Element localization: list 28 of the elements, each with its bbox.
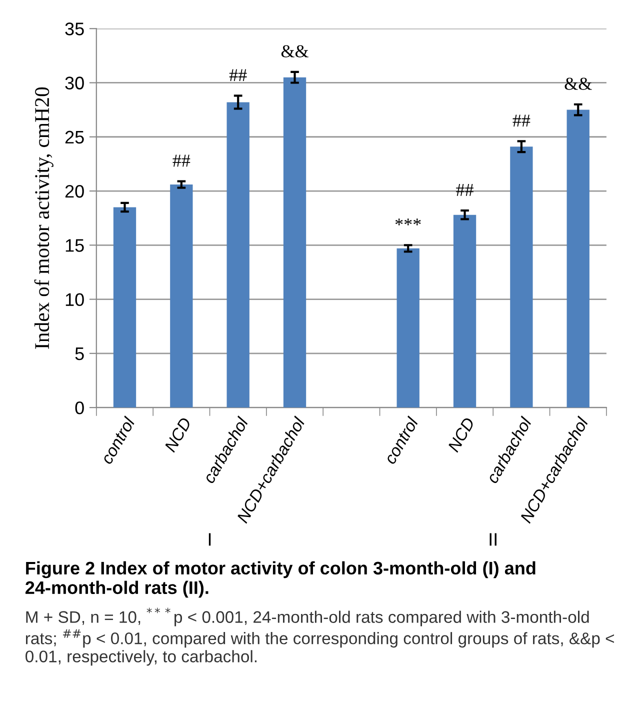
bar [170,184,193,408]
y-tick-label: 0 [75,401,84,414]
data-label: ## [172,154,190,167]
bar [566,110,590,408]
y-tick-label: 10 [66,293,84,306]
y-tick-label: 35 [65,22,84,36]
data-label: ## [512,114,530,127]
data-label: && [564,78,592,90]
y-tick-label: 5 [75,348,84,360]
y-tick-label: 25 [65,130,84,144]
text: M + SD, n = 10, $^{***}$p < 0.001, 24-month-old rats compared with 3-month-old rats; $^{##}$p < 0.01, compared with the corresponding control groups of rats, &&p < 0.01, respectively, to carbachol. [26,608,614,666]
text: I [208,533,211,546]
y-tick-label: 15 [66,239,84,252]
data-label: && [281,45,308,58]
data-label: *** [395,218,421,226]
text: Figure 2 Index of motor activity of colon 3-month-old (I) and 24-month-old rats (II). [26,561,536,598]
bar [226,102,250,408]
bar [113,207,136,408]
y-axis-title: Index of motor activity, cmH20 [34,87,54,349]
bar [396,248,420,408]
y-tick-label: 30 [65,76,84,90]
y-tick-label: 20 [65,184,84,198]
data-label: ## [229,69,247,82]
bar [283,77,306,408]
bar [453,214,476,408]
bar [510,146,533,408]
text: II [490,533,496,546]
data-label: ## [456,184,474,196]
